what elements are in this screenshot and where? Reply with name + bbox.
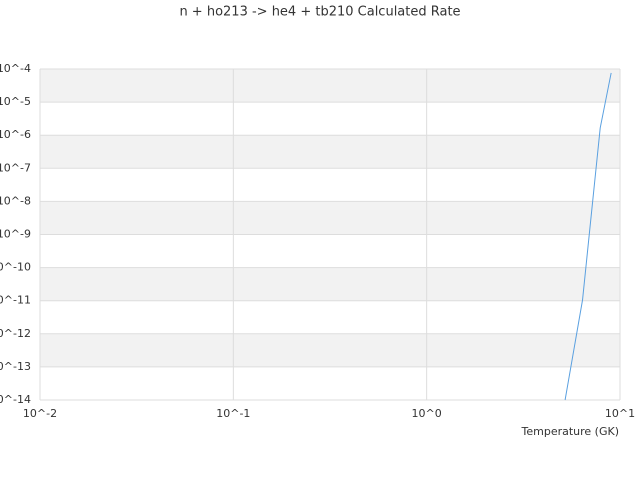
y-tick-label: 10^-14 — [0, 393, 31, 406]
grid-band — [40, 69, 620, 103]
y-tick-label: 10^-4 — [0, 62, 31, 75]
y-tick-label: 10^-10 — [0, 261, 31, 274]
y-tick-label: 10^-12 — [0, 327, 31, 340]
y-tick-label: 10^-13 — [0, 360, 31, 373]
grid-band — [40, 201, 620, 235]
chart-title: n + ho213 -> he4 + tb210 Calculated Rate — [179, 5, 460, 20]
y-tick-label: 10^-8 — [0, 194, 31, 207]
y-tick-label: 10^-11 — [0, 294, 31, 307]
y-tick-label: 10^-5 — [0, 95, 31, 108]
x-tick-label: 10^0 — [412, 407, 442, 420]
grid-band — [40, 333, 620, 367]
y-tick-label: 10^-6 — [0, 128, 31, 141]
x-tick-label: 10^-1 — [216, 407, 250, 420]
grid-band — [40, 135, 620, 169]
x-axis-label: Temperature (GK) — [521, 425, 620, 438]
grid-band — [40, 267, 620, 301]
y-tick-label: 10^-9 — [0, 228, 31, 241]
data-line — [564, 72, 612, 401]
x-tick-label: 10^-2 — [23, 407, 57, 420]
x-tick-label: 10^1 — [605, 407, 635, 420]
y-tick-label: 10^-7 — [0, 161, 31, 174]
